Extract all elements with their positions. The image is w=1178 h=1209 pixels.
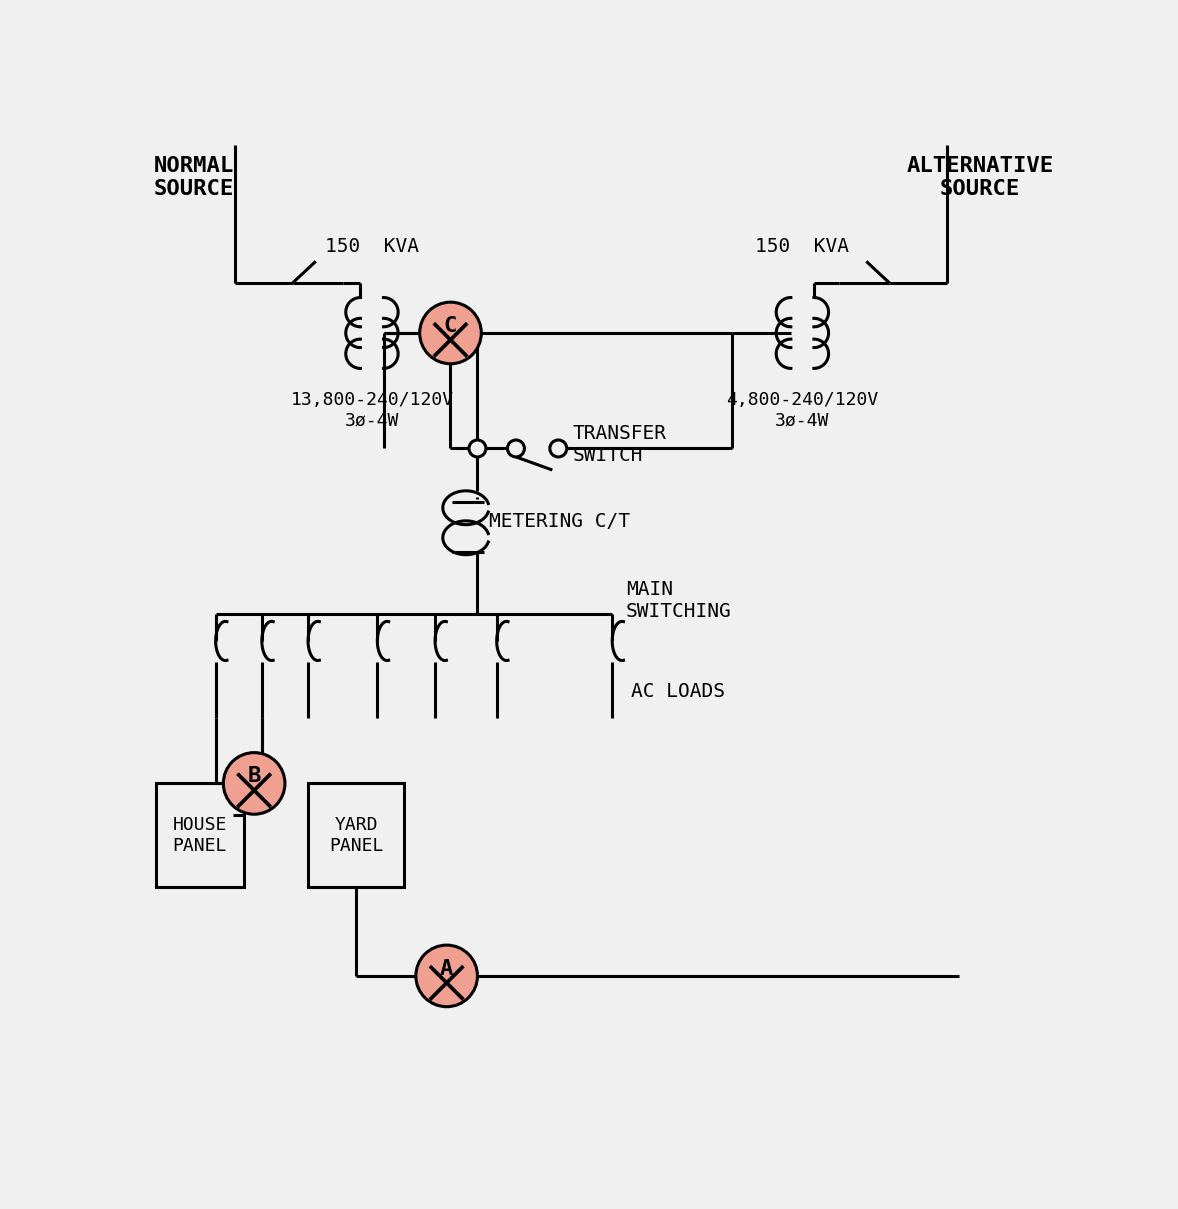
Text: B: B xyxy=(247,767,260,787)
Text: ALTERNATIVE
SOURCE: ALTERNATIVE SOURCE xyxy=(906,156,1053,199)
Text: 150  KVA: 150 KVA xyxy=(755,237,849,256)
Circle shape xyxy=(224,753,285,814)
Text: 13,800-240/120V
3ø-4W: 13,800-240/120V 3ø-4W xyxy=(291,391,454,429)
Text: MAIN
SWITCHING: MAIN SWITCHING xyxy=(626,579,732,620)
Circle shape xyxy=(469,440,485,457)
Text: YARD
PANEL: YARD PANEL xyxy=(329,816,383,855)
Text: HOUSE
PANEL: HOUSE PANEL xyxy=(173,816,227,855)
Text: C: C xyxy=(444,316,457,336)
Text: 4,800-240/120V
3ø-4W: 4,800-240/120V 3ø-4W xyxy=(727,391,879,429)
Text: A: A xyxy=(439,959,454,979)
Text: METERING C/T: METERING C/T xyxy=(489,513,630,531)
Circle shape xyxy=(550,440,567,457)
Text: AC LOADS: AC LOADS xyxy=(631,682,726,700)
Text: TRANSFER
SWITCH: TRANSFER SWITCH xyxy=(573,424,666,465)
Bar xyxy=(307,783,404,887)
Bar xyxy=(155,783,244,887)
Text: 150  KVA: 150 KVA xyxy=(325,237,419,256)
Circle shape xyxy=(416,945,477,1007)
Circle shape xyxy=(419,302,482,364)
Circle shape xyxy=(508,440,524,457)
Text: NORMAL
SOURCE: NORMAL SOURCE xyxy=(154,156,234,199)
